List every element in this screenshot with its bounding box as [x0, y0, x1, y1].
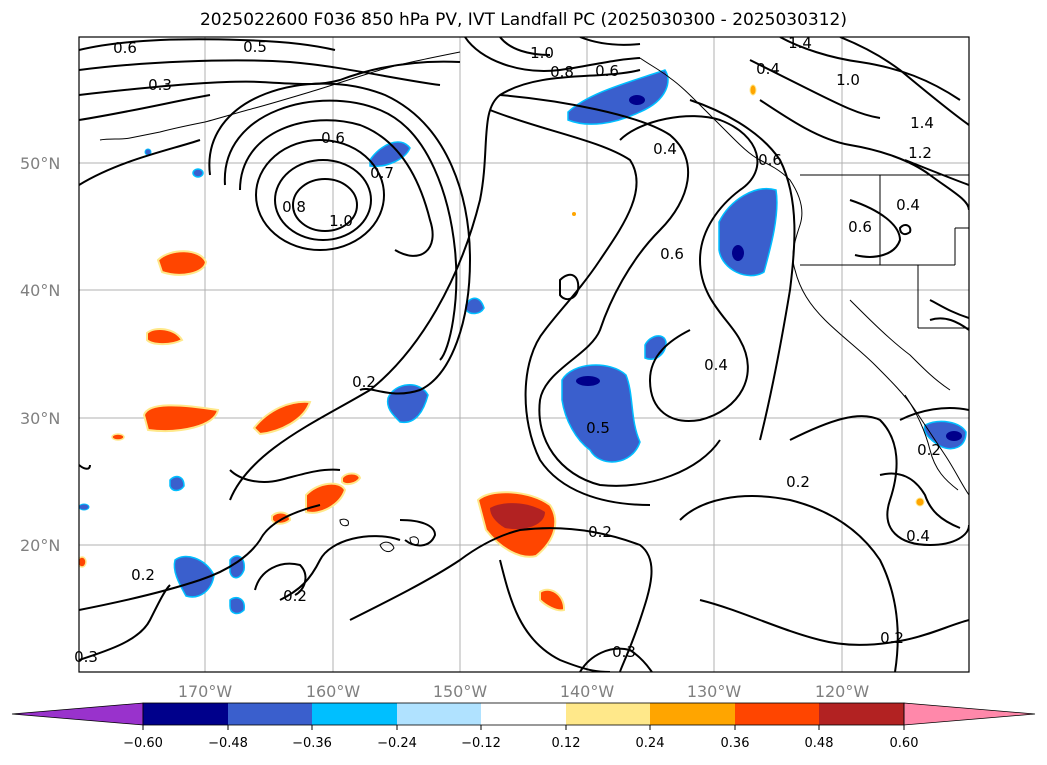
contour-label: 1.0 [530, 44, 554, 62]
contour-label: 0.5 [243, 38, 267, 56]
lat-label: 40°N [20, 281, 60, 300]
contour-label: 1.0 [329, 212, 353, 230]
lon-label: 140°W [560, 682, 615, 701]
lon-label: 130°W [687, 682, 742, 701]
negative-anomaly-fills [79, 69, 967, 615]
contour-label: 1.4 [910, 114, 934, 132]
lat-label: 30°N [20, 409, 60, 428]
lon-label: 170°W [178, 682, 233, 701]
map-title: 2025022600 F036 850 hPa PV, IVT Landfall… [199, 10, 847, 30]
contour-label: 0.6 [321, 129, 345, 147]
contour-label: 0.4 [756, 60, 780, 78]
map-panel [79, 37, 969, 672]
colorbar-tick: −0.36 [292, 736, 332, 751]
colorbar-bin [481, 703, 566, 725]
contour-label: 1.2 [908, 144, 932, 162]
contour-label: 0.6 [758, 151, 782, 169]
colorbar: −0.60 −0.48 −0.36 −0.24 −0.12 0.12 0.24 … [11, 702, 1036, 751]
colorbar-tick: 0.60 [890, 736, 919, 751]
colorbar-bin [312, 703, 397, 725]
contour-label: 0.8 [282, 198, 306, 216]
contour-label: 0.4 [653, 140, 677, 158]
contour-label: 0.6 [113, 39, 137, 57]
contour-label: 0.2 [131, 566, 155, 584]
latitude-labels: 50°N 40°N 30°N 20°N [20, 154, 60, 555]
lon-label: 150°W [433, 682, 488, 701]
colorbar-tick: 0.36 [721, 736, 750, 751]
contour-label: 0.6 [848, 218, 872, 236]
colorbar-tick: −0.60 [123, 736, 163, 751]
colorbar-tick: −0.24 [377, 736, 417, 751]
positive-anomaly-fills [79, 84, 925, 612]
contour-label: 0.5 [586, 419, 610, 437]
contour-label: 0.6 [595, 62, 619, 80]
longitude-labels: 170°W 160°W 150°W 140°W 130°W 120°W [178, 682, 870, 701]
coastlines [99, 51, 969, 553]
contour-label: 0.2 [588, 523, 612, 541]
contour-label: 0.2 [786, 473, 810, 491]
colorbar-bin [735, 703, 819, 725]
contour-label: 0.3 [148, 76, 172, 94]
contour-label: 0.4 [906, 527, 930, 545]
lat-label: 50°N [20, 154, 60, 173]
map-border [78, 36, 970, 673]
colorbar-bin [143, 703, 228, 725]
contour-label: 0.2 [283, 587, 307, 605]
colorbar-tick: 0.12 [552, 736, 581, 751]
contour-label: 0.3 [74, 648, 98, 666]
colorbar-extend-max [903, 702, 1036, 726]
colorbar-bin [819, 703, 904, 725]
contour-label: 0.6 [660, 245, 684, 263]
contour-labels: 0.6 0.5 0.3 1.0 0.8 0.6 0.4 1.4 0.4 1.0 … [74, 34, 941, 666]
contour-label: 0.4 [896, 196, 920, 214]
colorbar-tick: −0.48 [208, 736, 248, 751]
contour-label: 0.3 [612, 643, 636, 661]
colorbar-bin [397, 703, 481, 725]
contour-label: 0.8 [550, 63, 574, 81]
colorbar-bin [566, 703, 650, 725]
pv-contours [79, 37, 969, 672]
contour-label: 0.2 [917, 441, 941, 459]
colorbar-tick: 0.48 [805, 736, 834, 751]
contour-label: 0.2 [880, 629, 904, 647]
lon-label: 120°W [815, 682, 870, 701]
lon-label: 160°W [306, 682, 361, 701]
contour-label: 0.4 [704, 356, 728, 374]
contour-label: 0.7 [370, 164, 394, 182]
contour-label: 1.4 [788, 34, 812, 52]
colorbar-extend-min [11, 702, 144, 726]
colorbar-bin [650, 703, 735, 725]
colorbar-tick: −0.12 [461, 736, 501, 751]
colorbar-bin [228, 703, 312, 725]
colorbar-tick: 0.24 [636, 736, 665, 751]
lat-label: 20°N [20, 536, 60, 555]
contour-label: 1.0 [836, 71, 860, 89]
contour-label: 0.2 [352, 373, 376, 391]
